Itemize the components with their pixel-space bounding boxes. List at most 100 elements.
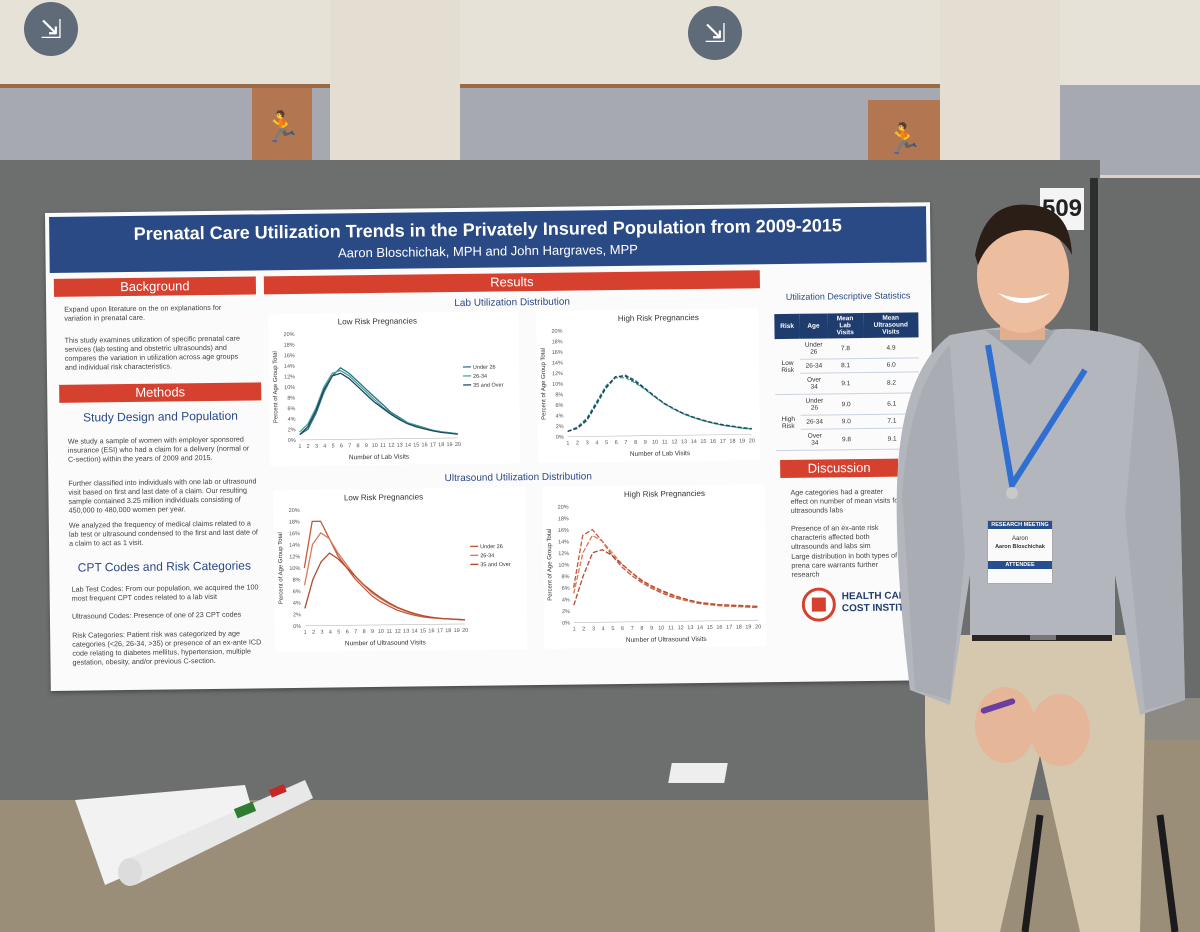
- discussion-heading: Discussion: [780, 458, 899, 479]
- x-tick-label: 18: [438, 442, 444, 448]
- x-tick-label: 1: [573, 627, 576, 633]
- x-tick-label: 13: [687, 625, 693, 631]
- x-tick-label: 18: [736, 625, 742, 631]
- x-tick-label: 20: [755, 624, 761, 630]
- discussion-text-2: Presence of an ex-ante risk characteris …: [790, 522, 879, 551]
- discussion-text-1: Age categories had a greater effect on n…: [790, 486, 901, 515]
- x-tick-label: 13: [397, 443, 403, 449]
- table-cell: Over 34: [801, 428, 829, 451]
- x-tick-label: 1: [304, 630, 307, 636]
- institute-logo-icon: [801, 587, 837, 622]
- x-tick-label: 2: [307, 444, 310, 450]
- wall-rail: [0, 84, 330, 88]
- wall-panel: [1060, 0, 1200, 85]
- stats-header: Mean Lab Visits: [826, 313, 864, 339]
- x-tick-label: 16: [710, 439, 716, 445]
- x-tick-label: 6: [340, 443, 343, 449]
- y-tick-label: 18%: [284, 343, 295, 349]
- series-line: [299, 366, 458, 436]
- x-tick-label: 14: [405, 443, 411, 449]
- poster-title-bar: Prenatal Care Utilization Trends in the …: [49, 206, 927, 273]
- series-line: [573, 549, 758, 608]
- x-tick-label: 10: [658, 625, 664, 631]
- x-tick-label: 9: [644, 440, 647, 446]
- risk-group-cell: Low Risk: [774, 338, 801, 395]
- x-tick-label: 15: [707, 625, 713, 631]
- x-tick-label: 5: [332, 443, 335, 449]
- x-tick-label: 12: [388, 443, 394, 449]
- x-tick-label: 1: [566, 441, 569, 447]
- x-tick-label: 2: [312, 630, 315, 636]
- y-tick-label: 2%: [556, 424, 564, 430]
- chart-title: High Risk Pregnancies: [618, 313, 699, 323]
- x-tick-label: 15: [420, 628, 426, 634]
- x-tick-label: 20: [462, 628, 468, 634]
- x-axis-label: Number of Ultrasound Visits: [345, 639, 427, 647]
- badge-first-name: Aaron: [1011, 536, 1028, 542]
- x-tick-label: 12: [678, 625, 684, 631]
- stats-header: Risk: [774, 313, 800, 340]
- ultrasound-distribution-title: Ultrasound Utilization Distribution: [444, 471, 592, 485]
- x-tick-label: 10: [372, 443, 378, 449]
- cpt-codes-heading: CPT Codes and Risk Categories: [77, 558, 252, 575]
- x-tick-label: 14: [697, 625, 703, 631]
- x-axis-line: [574, 620, 759, 623]
- x-tick-label: 12: [395, 629, 401, 635]
- x-tick-label: 17: [720, 439, 726, 445]
- background-text-2: This study examines utilization of speci…: [64, 333, 240, 372]
- y-tick-label: 6%: [293, 589, 301, 595]
- x-tick-label: 14: [691, 439, 697, 445]
- y-tick-label: 2%: [562, 609, 570, 615]
- table-cell: Under 26: [799, 338, 828, 360]
- series-line: [299, 369, 458, 435]
- x-axis-label: Number of Lab Visits: [349, 454, 410, 462]
- y-tick-label: 20%: [289, 508, 300, 514]
- series-line: [299, 372, 458, 436]
- chart-title: Low Risk Pregnancies: [338, 316, 417, 326]
- methods-text-6: Risk Categories: Patient risk was catego…: [72, 628, 262, 667]
- x-tick-label: 18: [445, 628, 451, 634]
- x-tick-label: 9: [371, 629, 374, 635]
- x-tick-label: 10: [378, 629, 384, 635]
- y-tick-label: 0%: [288, 438, 296, 444]
- x-tick-label: 10: [652, 440, 658, 446]
- research-poster: Prenatal Care Utilization Trends in the …: [45, 202, 936, 691]
- chart-title: Low Risk Pregnancies: [344, 492, 423, 502]
- x-tick-label: 3: [586, 440, 589, 446]
- y-tick-label: 4%: [288, 417, 296, 423]
- y-tick-label: 4%: [562, 597, 570, 603]
- series-line: [567, 374, 752, 432]
- wall-rail: [460, 84, 940, 88]
- x-tick-label: 14: [412, 628, 418, 634]
- x-tick-label: 8: [357, 443, 360, 449]
- x-tick-label: 3: [592, 626, 595, 632]
- series-line: [567, 376, 752, 432]
- table-cell: 8.1: [827, 358, 864, 373]
- methods-text-4: Lab Test Codes: From our population, we …: [71, 582, 259, 603]
- y-tick-label: 20%: [558, 505, 569, 511]
- x-tick-label: 11: [668, 625, 674, 631]
- y-tick-label: 6%: [562, 586, 570, 592]
- x-tick-label: 17: [437, 628, 443, 634]
- series-line: [303, 520, 466, 621]
- x-tick-label: 20: [749, 438, 755, 444]
- y-tick-label: 14%: [289, 543, 300, 549]
- x-tick-label: 4: [602, 626, 605, 632]
- series-line: [573, 534, 758, 608]
- y-tick-label: 4%: [556, 413, 564, 419]
- x-tick-label: 6: [346, 629, 349, 635]
- x-tick-label: 19: [446, 442, 452, 448]
- y-tick-label: 14%: [284, 364, 295, 370]
- study-design-heading: Study Design and Population: [83, 408, 238, 425]
- risk-group-cell: High Risk: [775, 394, 802, 451]
- x-tick-label: 17: [726, 625, 732, 631]
- methods-text-5: Ultrasound Codes: Presence of one of 23 …: [71, 609, 242, 621]
- x-tick-label: 16: [422, 442, 428, 448]
- y-axis-label: Percent of Age Group Total: [278, 532, 285, 604]
- x-tick-label: 4: [595, 440, 598, 446]
- x-tick-label: 6: [615, 440, 618, 446]
- y-axis-label: Percent of Age Group Total: [547, 529, 554, 601]
- y-tick-label: 12%: [284, 374, 295, 380]
- y-tick-label: 20%: [283, 332, 294, 338]
- y-tick-label: 10%: [552, 382, 563, 388]
